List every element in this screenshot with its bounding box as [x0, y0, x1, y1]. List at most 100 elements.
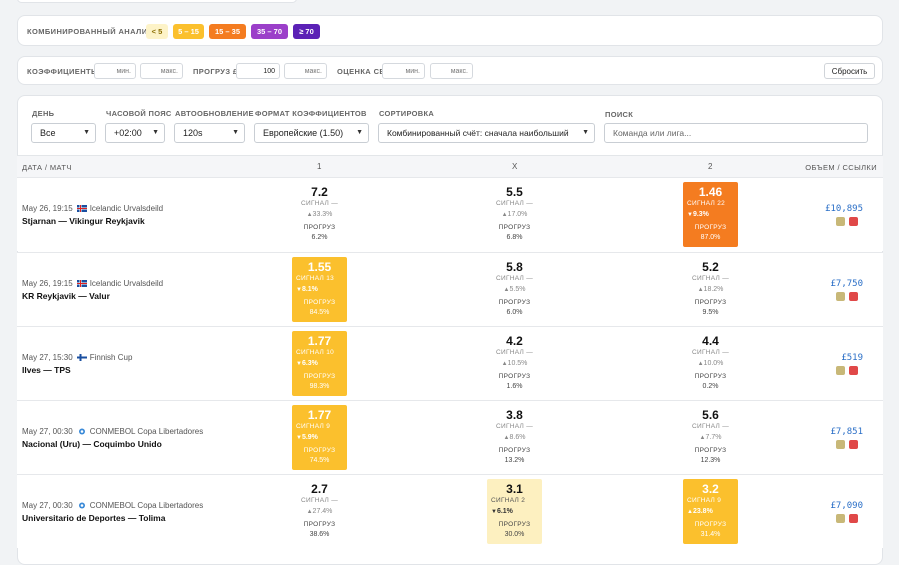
odds-cell[interactable]: 4.4 СИГНАЛ — ▲10.0% ПРОГРУЗ 0.2%: [683, 331, 738, 396]
betfair-link-icon[interactable]: [849, 366, 858, 375]
forecast-input[interactable]: 100: [236, 63, 280, 79]
league-name[interactable]: CONMEBOL Copa Libertadores: [89, 501, 204, 510]
notes-icon[interactable]: [836, 217, 845, 226]
betfair-link-icon[interactable]: [849, 292, 858, 301]
away-team: Tolima: [138, 513, 166, 523]
table-header: Дата / Матч 1 X 2 Объем / ссылки: [17, 155, 883, 177]
combined-analysis-card: Комбинированный анализ < 5 5 – 15 15 – 3…: [17, 15, 883, 46]
forecast-value: 98.3%: [309, 383, 330, 390]
finland-flag-icon: [76, 354, 87, 361]
signal-text: СИГНАЛ —: [691, 349, 730, 356]
volume-value: £10,895: [825, 204, 863, 214]
odds-cell[interactable]: 1.77 СИГНАЛ 10 ▼6.3% ПРОГРУЗ 98.3%: [292, 331, 347, 396]
signal-text: СИГНАЛ 13: [296, 275, 335, 282]
odds-value: 3.1: [506, 482, 523, 496]
iceland-flag-icon: [76, 280, 87, 287]
notes-icon[interactable]: [836, 514, 845, 523]
odds-cell[interactable]: 5.6 СИГНАЛ — ▲7.7% ПРОГРУЗ 12.3%: [683, 405, 738, 470]
search-input[interactable]: Команда или лига...: [604, 123, 868, 143]
change-value: 18.2%: [703, 286, 724, 293]
odds-cell[interactable]: 3.1 СИГНАЛ 2 ▼6.1% ПРОГРУЗ 30.0%: [487, 479, 542, 544]
refresh-label: Автообновление: [175, 109, 254, 118]
match-datetime: May 26, 19:15 Icelandic Urvalsdeild: [22, 279, 163, 288]
odds-min-input[interactable]: мин.: [94, 63, 136, 79]
forecast-label: ПРОГРУЗ: [694, 299, 727, 306]
change-value: 10.0%: [703, 360, 724, 367]
odds-change: ▲7.7%: [683, 432, 738, 444]
col-volume-header: Объем / ссылки: [805, 163, 877, 172]
forecast-value: 84.5%: [309, 309, 330, 316]
table-row[interactable]: May 27, 15:30 Finnish Cup Ilves — TPS 1.77 С…: [17, 326, 883, 400]
day-select[interactable]: Все ▼: [31, 123, 96, 143]
betfair-link-icon[interactable]: [849, 217, 858, 226]
timezone-select[interactable]: +02:00 ▼: [105, 123, 165, 143]
forecast-max-input[interactable]: макс.: [284, 63, 327, 79]
range-chip-35-70[interactable]: 35 – 70: [251, 24, 288, 39]
away-team: Coquimbo Unido: [93, 439, 162, 449]
timezone-label: Часовой пояс: [106, 109, 172, 118]
odds-cell[interactable]: 7.2 СИГНАЛ — ▲33.3% ПРОГРУЗ 6.2%: [292, 182, 347, 247]
betfair-link-icon[interactable]: [849, 440, 858, 449]
odds-cell[interactable]: 3.8 СИГНАЛ — ▲8.6% ПРОГРУЗ 13.2%: [487, 405, 542, 470]
odds-cell[interactable]: 4.2 СИГНАЛ — ▲10.5% ПРОГРУЗ 1.6%: [487, 331, 542, 396]
odds-format-label: Формат коэффициентов: [255, 109, 367, 118]
odds-cell[interactable]: 5.8 СИГНАЛ — ▲5.5% ПРОГРУЗ 6.0%: [487, 257, 542, 322]
league-name[interactable]: Icelandic Urvalsdeild: [89, 279, 164, 288]
sort-select[interactable]: Комбинированный счёт: сначала наибольший…: [378, 123, 595, 143]
odds-max-input[interactable]: макс.: [140, 63, 183, 79]
forecast-label: ПРОГРУЗ: [498, 521, 531, 528]
betfair-link-icon[interactable]: [849, 514, 858, 523]
odds-cell[interactable]: 1.55 СИГНАЛ 13 ▼8.1% ПРОГРУЗ 84.5%: [292, 257, 347, 322]
odds-cell[interactable]: 5.5 СИГНАЛ — ▲17.0% ПРОГРУЗ 6.8%: [487, 182, 542, 247]
table-row[interactable]: May 26, 19:15 Icelandic Urvalsdeild KR Rey…: [17, 252, 883, 326]
league-name[interactable]: Icelandic Urvalsdeild: [89, 204, 164, 213]
odds-value: 1.55: [307, 260, 332, 274]
refresh-value: 120s: [183, 128, 203, 138]
odds-cell[interactable]: 2.7 СИГНАЛ — ▲27.4% ПРОГРУЗ 38.6%: [292, 479, 347, 544]
odds-min-placeholder: мин.: [116, 67, 131, 75]
forecast-label: ПРОГРУЗ: [694, 224, 727, 231]
match-teams[interactable]: Universitario de Deportes — Tolima: [22, 513, 166, 523]
match-teams[interactable]: Ilves — TPS: [22, 365, 71, 375]
forecast-label: ПРОГРУЗ: [694, 521, 727, 528]
signal-text: СИГНАЛ 2: [491, 497, 526, 504]
odds-change: ▲18.2%: [683, 284, 738, 296]
table-row[interactable]: May 27, 00:30 CONMEBOL Copa Libertadores U…: [17, 474, 883, 548]
sort-value: Комбинированный счёт: сначала наибольший: [387, 128, 569, 138]
chevron-down-icon: ▼: [83, 129, 90, 136]
reset-button[interactable]: Сбросить: [824, 63, 875, 79]
arrow-up-icon: ▲: [503, 287, 510, 293]
match-date: May 26, 19:15: [22, 279, 73, 288]
cb-min-input[interactable]: мин.: [382, 63, 425, 79]
odds-cell[interactable]: 1.46 СИГНАЛ 22 ▼9.3% ПРОГРУЗ 87.0%: [683, 182, 738, 247]
notes-icon[interactable]: [836, 366, 845, 375]
notes-icon[interactable]: [836, 292, 845, 301]
odds-max-placeholder: макс.: [160, 67, 178, 75]
league-name[interactable]: Finnish Cup: [89, 353, 133, 362]
odds-cell[interactable]: 5.2 СИГНАЛ — ▲18.2% ПРОГРУЗ 9.5%: [683, 257, 738, 322]
range-chip-5-15[interactable]: 5 – 15: [173, 24, 204, 39]
forecast-value: 6.2%: [311, 234, 328, 241]
odds-cell[interactable]: 3.2 СИГНАЛ 9 ▲23.8% ПРОГРУЗ 31.4%: [683, 479, 738, 544]
odds-value: 4.4: [702, 334, 719, 348]
cb-max-input[interactable]: макс.: [430, 63, 473, 79]
match-teams[interactable]: Stjarnan — Vikingur Reykjavik: [22, 216, 145, 226]
range-chip-ge70[interactable]: ≥ 70: [293, 24, 320, 39]
refresh-select[interactable]: 120s ▼: [174, 123, 245, 143]
col-2-header: 2: [708, 162, 713, 171]
odds-change: ▲23.8%: [683, 506, 738, 518]
match-teams[interactable]: Nacional (Uru) — Coquimbo Unido: [22, 439, 162, 449]
notes-icon[interactable]: [836, 440, 845, 449]
odds-format-select[interactable]: Европейские (1.50) ▼: [254, 123, 369, 143]
table-row[interactable]: May 26, 19:15 Icelandic Urvalsdeild Stjarn…: [17, 177, 883, 251]
league-name[interactable]: CONMEBOL Copa Libertadores: [89, 427, 204, 436]
odds-cell[interactable]: 1.77 СИГНАЛ 9 ▼5.9% ПРОГРУЗ 74.5%: [292, 405, 347, 470]
range-chip-15-35[interactable]: 15 – 35: [209, 24, 246, 39]
signal-text: СИГНАЛ —: [495, 349, 534, 356]
table-row[interactable]: May 27, 00:30 CONMEBOL Copa Libertadores N…: [17, 400, 883, 474]
range-chip-lt5[interactable]: < 5: [146, 24, 168, 39]
match-teams[interactable]: KR Reykjavik — Valur: [22, 291, 110, 301]
volume-value: £519: [841, 353, 863, 363]
forecast-value: 0.2%: [702, 383, 719, 390]
arrow-down-icon: ▼: [687, 212, 693, 218]
